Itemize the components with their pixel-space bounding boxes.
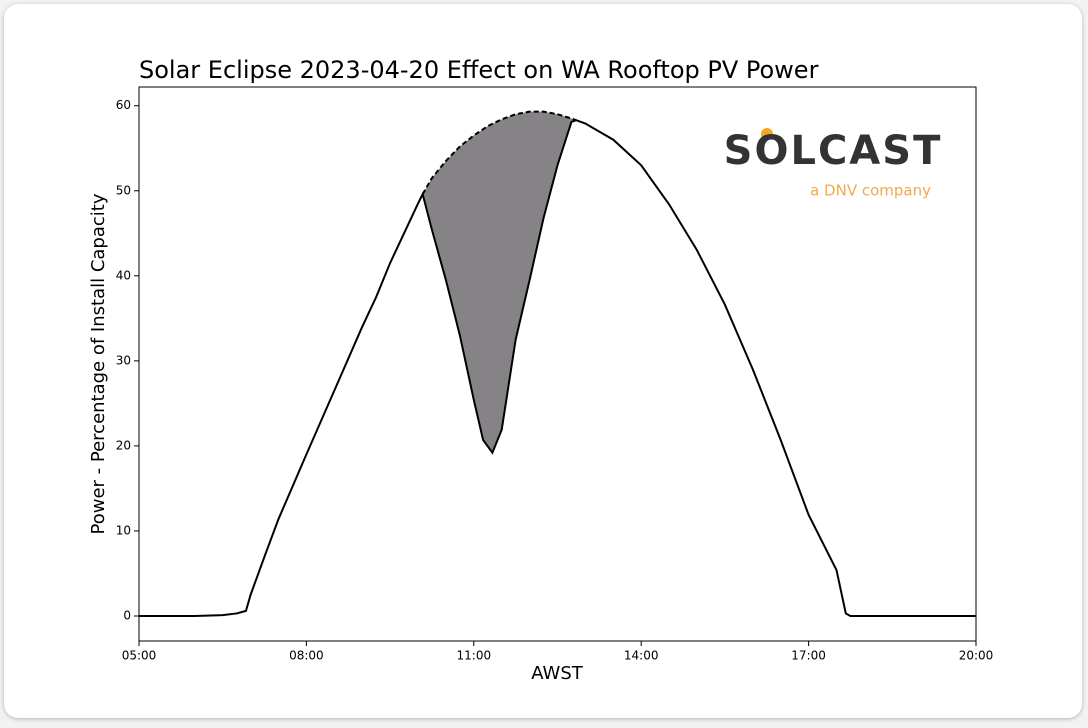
x-tick-label: 11:00: [457, 649, 492, 663]
y-tick-label: 40: [116, 268, 131, 282]
series-line: [139, 119, 976, 617]
eclipse-shade: [422, 111, 577, 453]
x-tick-label: 05:00: [122, 649, 157, 663]
logo: SOLCAST a DNV company: [724, 128, 943, 200]
y-tick-label: 30: [116, 353, 131, 367]
x-tick-label: 08:00: [289, 649, 324, 663]
plot-frame: [138, 86, 977, 642]
x-tick-label: 17:00: [791, 649, 826, 663]
y-axis-label: Power - Percentage of Install Capacity: [88, 193, 109, 534]
y-tick-label: 0: [123, 608, 131, 622]
x-axis-label: AWST: [531, 663, 584, 684]
logo-tagline: a DNV company: [810, 182, 931, 200]
plot: [139, 110, 976, 617]
y-tick-label: 50: [116, 183, 131, 197]
x-tick-label: 14:00: [624, 649, 659, 663]
x-tick-label: 20:00: [959, 649, 994, 663]
y-tick-label: 10: [116, 523, 131, 537]
logo-name: SOLCAST: [724, 128, 943, 174]
series-line: [421, 110, 577, 195]
logo-sun: [761, 128, 773, 140]
chart-title: Solar Eclipse 2023-04-20 Effect on WA Ro…: [139, 56, 819, 84]
y-tick-label: 20: [116, 438, 131, 452]
y-tick-label: 60: [116, 98, 131, 112]
